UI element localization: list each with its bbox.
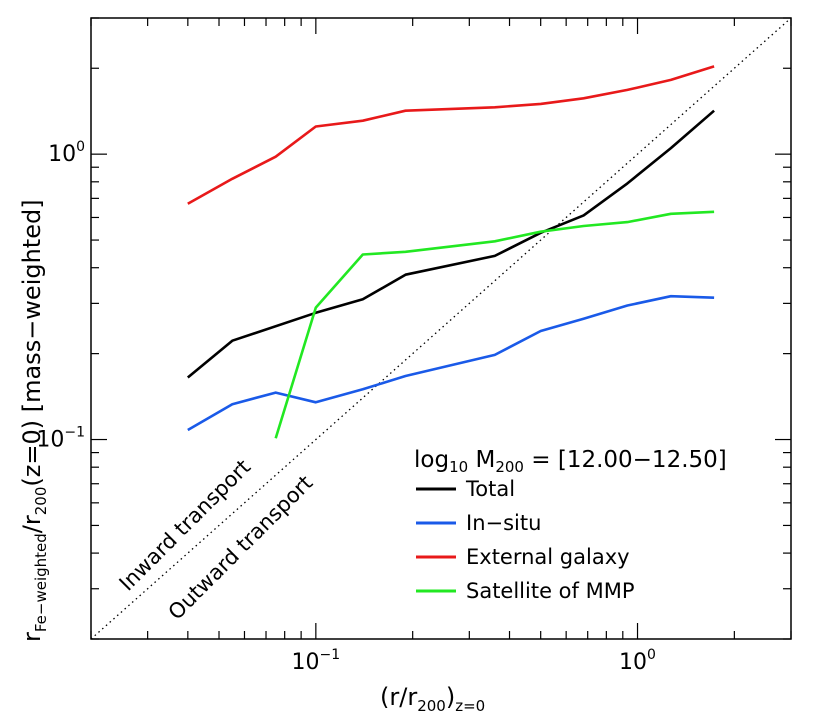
- outward-transport-annotation: Outward transport: [164, 471, 318, 625]
- series-lines: [186, 65, 715, 439]
- legend-label-in-situ: In−situ: [466, 511, 541, 535]
- series-line-in-situ: [187, 294, 715, 432]
- series-line-satellite-of-mmp: [274, 210, 715, 439]
- tick-labels: 10−1 100 10−1 100: [36, 139, 656, 675]
- legend-title: log10 M200 = [12.00−12.50]: [414, 447, 727, 476]
- inward-transport-annotation: Inward transport: [115, 455, 256, 596]
- legend-label-total: Total: [465, 477, 515, 501]
- legend-label-satellite-of-mmp: Satellite of MMP: [466, 579, 635, 603]
- legend-entries: Total In−situ External galaxy Satellite of …: [416, 477, 635, 603]
- x-axis-label: (r/r200)z=0: [380, 683, 485, 715]
- series-line-total: [186, 109, 715, 379]
- series-line-external-galaxy: [187, 65, 715, 205]
- y-tick-label: 10−1: [36, 425, 85, 453]
- y-axis-label: rFe−weighted/r200(z=0) [mass−weighted]: [18, 199, 50, 642]
- axis-ticks: [90, 17, 792, 640]
- legend: log10 M200 = [12.00−12.50] Total In−situ E…: [414, 447, 727, 603]
- identity-line: [90, 17, 792, 640]
- legend-label-external-galaxy: External galaxy: [466, 545, 630, 569]
- y-tick-label: 100: [48, 139, 85, 167]
- x-tick-label: 100: [619, 647, 656, 675]
- plot-frame: [90, 17, 792, 640]
- x-tick-label: 10−1: [292, 647, 341, 675]
